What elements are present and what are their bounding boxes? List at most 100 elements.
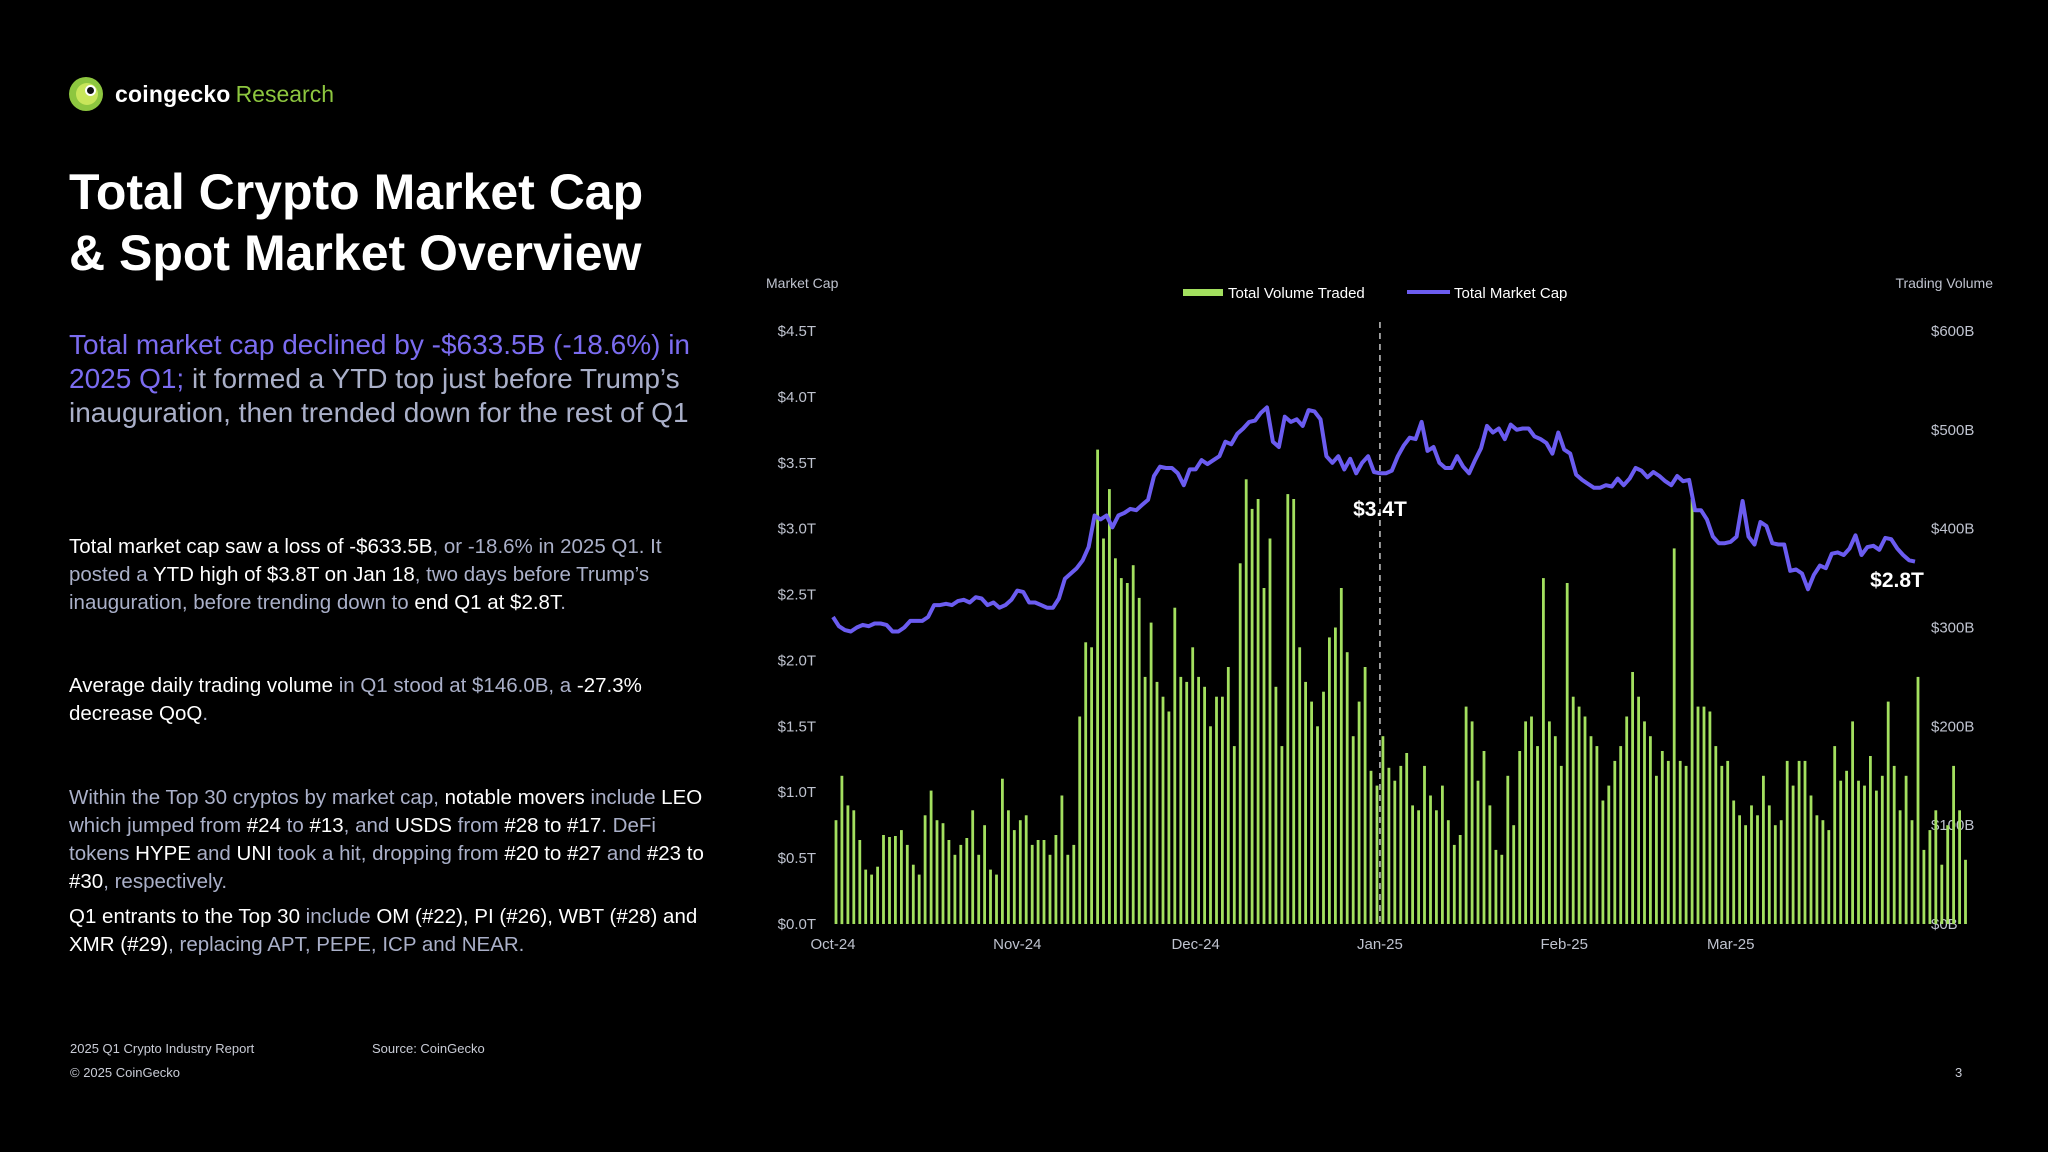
- volume-bar: [1351, 736, 1355, 924]
- volume-bar: [953, 854, 957, 924]
- volume-bar: [911, 864, 915, 924]
- volume-bar: [923, 815, 927, 924]
- volume-bar: [1292, 499, 1296, 924]
- volume-bar: [1797, 760, 1801, 924]
- left-tick-label: $4.0T: [778, 389, 816, 406]
- volume-bar: [1494, 849, 1498, 924]
- p4-run-1: include: [299, 905, 377, 928]
- volume-bar: [1904, 775, 1908, 925]
- p1-run-5: .: [560, 591, 566, 614]
- volume-bar: [1702, 706, 1706, 924]
- volume-bar: [1553, 736, 1557, 924]
- volume-bar: [1209, 726, 1212, 924]
- volume-bar: [834, 820, 838, 924]
- volume-bar: [1565, 583, 1569, 924]
- volume-bar: [1197, 676, 1200, 924]
- volume-bar: [1839, 780, 1843, 924]
- volume-bar: [965, 838, 969, 924]
- volume-bar: [1512, 825, 1516, 924]
- brand-name: coingecko: [115, 80, 231, 107]
- p1-run-0: Total market cap saw a loss of -$633.5B: [69, 535, 433, 558]
- volume-bar: [1762, 775, 1765, 925]
- left-tick-label: $0.0T: [778, 916, 816, 933]
- volume-bar: [1108, 489, 1111, 924]
- volume-bar: [1137, 597, 1141, 924]
- p3-run-5: #24: [246, 814, 281, 837]
- page-title-line-2: & Spot Market Overview: [69, 225, 642, 281]
- x-tick-label: Mar-25: [1707, 936, 1755, 953]
- volume-bar: [1916, 676, 1920, 924]
- volume-bar: [852, 810, 856, 924]
- volume-bar: [1143, 676, 1147, 924]
- p3-run-18: and: [601, 842, 647, 865]
- volume-bar: [1375, 785, 1379, 924]
- volume-bar: [1571, 696, 1575, 924]
- volume-bar: [1274, 686, 1278, 924]
- volume-bar: [1595, 746, 1599, 924]
- p3-run-11: #28 to #17: [504, 814, 602, 837]
- volume-bar: [858, 840, 862, 924]
- volume-bar: [1238, 563, 1242, 924]
- p3-run-13: HYPE: [135, 842, 191, 865]
- volume-bar: [1042, 840, 1046, 924]
- volume-bar: [1767, 805, 1771, 924]
- paragraph-market-cap: Total market cap saw a loss of -$633.5B,…: [69, 533, 709, 617]
- p2-run-1: in Q1 stood at $146.0B, a: [333, 674, 577, 697]
- volume-bar: [1750, 805, 1753, 924]
- volume-bar: [1328, 637, 1331, 924]
- volume-bar: [1803, 760, 1807, 924]
- volume-bar: [900, 830, 903, 924]
- volume-bar: [1833, 746, 1837, 924]
- volume-bar: [1226, 667, 1230, 924]
- volume-bar: [1500, 854, 1504, 924]
- volume-bar: [1090, 647, 1093, 924]
- volume-bar: [1684, 765, 1688, 924]
- volume-bar: [1851, 721, 1854, 924]
- volume-bar: [1940, 864, 1944, 924]
- volume-bar: [1631, 672, 1634, 924]
- left-tick-label: $3.5T: [778, 455, 816, 472]
- volume-bar: [1167, 711, 1171, 924]
- volume-bar: [977, 854, 981, 924]
- volume-bar: [1125, 583, 1129, 924]
- volume-bar: [1660, 751, 1664, 924]
- volume-bar: [1078, 716, 1082, 924]
- volume-bar: [1946, 825, 1950, 924]
- volume-bar: [983, 825, 986, 924]
- volume-bar: [1708, 711, 1712, 924]
- right-tick-label: $200B: [1931, 718, 1974, 735]
- volume-bars: [834, 449, 1967, 925]
- volume-bar: [1221, 696, 1224, 924]
- volume-bar: [1643, 721, 1646, 924]
- volume-bar: [1470, 721, 1474, 924]
- p3-run-6: to: [280, 814, 310, 837]
- volume-bar: [1012, 830, 1016, 924]
- volume-bar: [1244, 479, 1248, 925]
- volume-bar: [1007, 810, 1010, 924]
- volume-bar: [1720, 765, 1724, 924]
- volume-bar: [1827, 830, 1831, 924]
- right-tick-label: $600B: [1931, 323, 1974, 340]
- volume-bar: [1316, 726, 1319, 924]
- p3-run-9: USDS: [394, 814, 452, 837]
- volume-bar: [1131, 565, 1135, 924]
- volume-bar: [1488, 805, 1492, 924]
- x-tick-label: Dec-24: [1171, 936, 1219, 953]
- annotation-label: $3.4T: [1353, 498, 1407, 521]
- paragraph-entrants: Q1 entrants to the Top 30 include OM (#2…: [69, 903, 709, 959]
- volume-bar: [1036, 840, 1040, 924]
- volume-bar: [1779, 820, 1783, 924]
- p3-run-2: include: [584, 786, 662, 809]
- volume-bar: [1732, 800, 1736, 924]
- volume-bar: [1286, 494, 1290, 924]
- left-axis-title: Market Cap: [766, 275, 839, 291]
- p3-run-15: UNI: [236, 842, 272, 865]
- p2-run-2: -27.3% decrease QoQ: [69, 674, 642, 725]
- volume-bar: [1964, 859, 1967, 924]
- p3-run-3: LEO: [661, 786, 703, 809]
- volume-bar: [1256, 499, 1260, 924]
- volume-bar: [1952, 765, 1955, 924]
- x-tick-label: Feb-25: [1540, 936, 1588, 953]
- volume-bar: [864, 869, 868, 924]
- volume-bar: [1625, 716, 1629, 924]
